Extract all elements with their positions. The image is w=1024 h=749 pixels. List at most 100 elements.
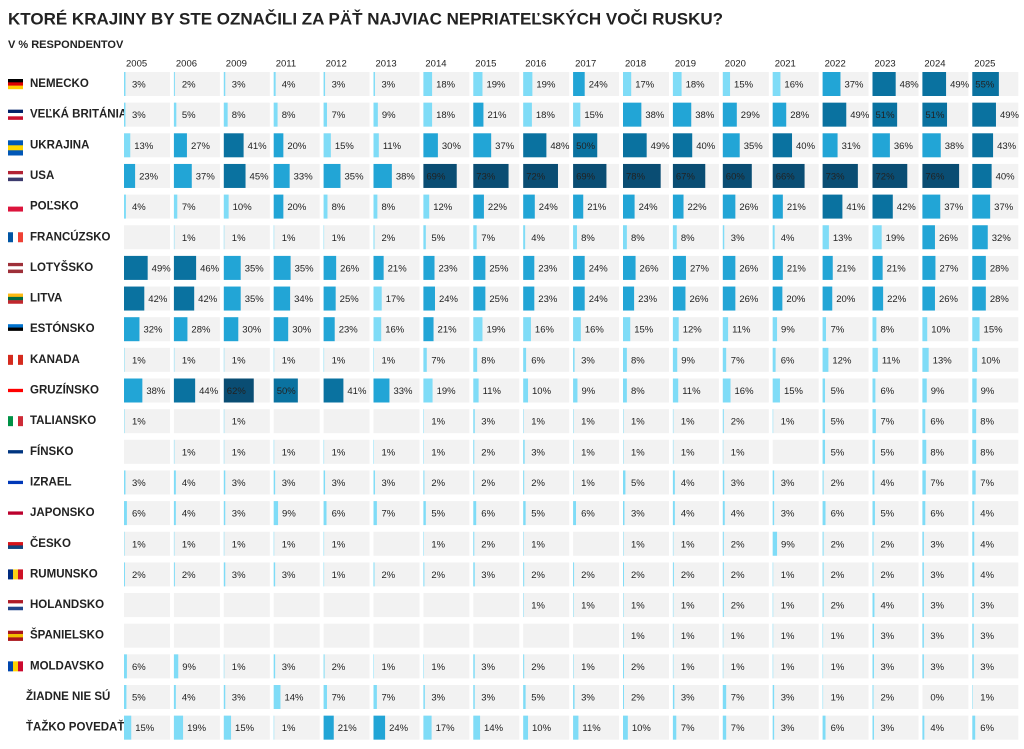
value-label: 51% xyxy=(876,110,896,121)
value-label: 37% xyxy=(495,141,515,152)
cell-bg xyxy=(922,440,968,464)
bar xyxy=(274,287,290,311)
cell-bg xyxy=(523,654,569,678)
cell-bg xyxy=(473,409,519,433)
value-label: 19% xyxy=(187,723,207,734)
bar xyxy=(174,654,178,678)
cell-bg xyxy=(374,532,420,556)
flag xyxy=(8,661,13,671)
value-label: 15% xyxy=(235,723,255,734)
cell-bg xyxy=(573,440,619,464)
value-label: 14% xyxy=(284,693,304,704)
value-label: 21% xyxy=(338,723,358,734)
value-label: 3% xyxy=(980,662,994,673)
value-label: 5% xyxy=(182,110,196,121)
value-label: 6% xyxy=(332,509,346,520)
bar xyxy=(124,317,139,341)
bar xyxy=(922,716,924,740)
value-label: 60% xyxy=(726,171,746,182)
cell-bg xyxy=(224,654,270,678)
row-label: FRANCÚZSKO xyxy=(30,230,111,243)
flag xyxy=(8,355,13,365)
value-label: 1% xyxy=(581,662,595,673)
cell-bg xyxy=(324,654,370,678)
bar xyxy=(573,103,580,127)
value-label: 8% xyxy=(581,233,595,244)
cell-bg xyxy=(723,685,769,709)
bar xyxy=(473,348,477,372)
flag xyxy=(18,232,23,242)
cell-bg xyxy=(573,379,619,403)
bar xyxy=(673,195,684,219)
cell-bg xyxy=(823,440,869,464)
bar xyxy=(573,256,585,280)
bar xyxy=(673,470,675,494)
value-label: 3% xyxy=(332,80,346,91)
bar xyxy=(922,562,923,586)
value-label: 1% xyxy=(182,447,196,458)
bar xyxy=(723,348,726,372)
cell-bg xyxy=(823,470,869,494)
value-label: 32% xyxy=(992,233,1012,244)
bar xyxy=(673,256,686,280)
value-label: 1% xyxy=(581,478,595,489)
bar xyxy=(673,225,677,249)
value-label: 2% xyxy=(132,570,146,581)
cell-bg xyxy=(523,440,569,464)
bar xyxy=(922,470,925,494)
year-label: 2006 xyxy=(176,59,197,70)
cell-bg xyxy=(224,532,270,556)
bar xyxy=(773,256,783,280)
bar xyxy=(124,501,127,525)
value-label: 1% xyxy=(382,662,396,673)
cell-bg xyxy=(274,654,320,678)
row-label: MOLDAVSKO xyxy=(30,660,104,672)
bar xyxy=(972,256,986,280)
bar xyxy=(473,72,482,96)
row-label: VEĽKÁ BRITÁNIA xyxy=(30,108,127,121)
bar xyxy=(324,501,327,525)
year-label: 2012 xyxy=(326,59,347,70)
cell-bg xyxy=(773,685,819,709)
value-label: 6% xyxy=(132,509,146,520)
value-label: 26% xyxy=(739,263,759,274)
value-label: 1% xyxy=(631,539,645,550)
cell-bg xyxy=(374,501,420,525)
row-label: GRUZÍNSKO xyxy=(30,384,99,397)
value-label: 16% xyxy=(784,80,804,91)
bar xyxy=(673,317,679,341)
bar xyxy=(972,654,973,678)
value-label: 30% xyxy=(242,325,262,336)
value-label: 37% xyxy=(944,202,964,213)
cell-bg xyxy=(922,593,968,617)
bar xyxy=(623,685,624,709)
value-label: 40% xyxy=(996,171,1016,182)
cell-bg xyxy=(673,470,719,494)
value-label: 28% xyxy=(990,294,1010,305)
value-label: 11% xyxy=(582,723,601,734)
cell-bg xyxy=(972,470,1018,494)
value-label: 3% xyxy=(581,355,595,366)
cell-bg xyxy=(523,225,569,249)
value-label: 18% xyxy=(536,110,556,121)
bar xyxy=(823,716,826,740)
value-label: 15% xyxy=(734,80,754,91)
cell-bg xyxy=(374,654,420,678)
bar xyxy=(124,716,131,740)
bar xyxy=(274,654,275,678)
cell-bg xyxy=(623,501,669,525)
bar xyxy=(922,195,940,219)
bar xyxy=(423,470,424,494)
value-label: 1% xyxy=(781,662,795,673)
cell-bg xyxy=(174,562,220,586)
bar xyxy=(423,317,433,341)
cell-bg xyxy=(124,225,170,249)
bar xyxy=(423,562,424,586)
value-label: 17% xyxy=(635,80,655,91)
bar xyxy=(873,379,876,403)
year-label: 2022 xyxy=(825,59,846,70)
bar xyxy=(673,133,692,157)
bar xyxy=(374,501,377,525)
value-label: 3% xyxy=(980,601,994,612)
value-label: 1% xyxy=(382,355,396,366)
